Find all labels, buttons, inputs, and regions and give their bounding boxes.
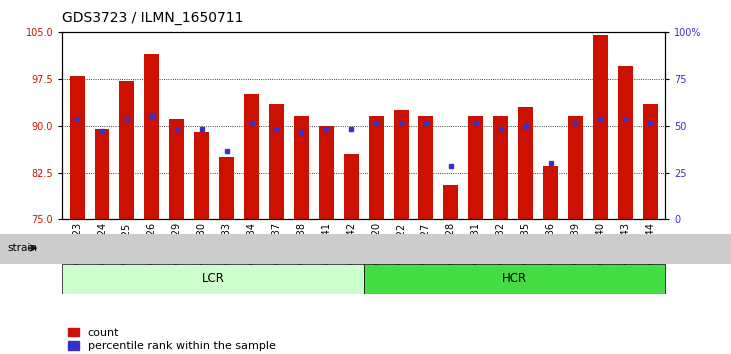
Bar	[493, 116, 508, 219]
Text: GDS3723 / ILMN_1650711: GDS3723 / ILMN_1650711	[62, 11, 243, 25]
Bar	[119, 81, 135, 219]
Text: HCR: HCR	[502, 272, 527, 285]
Bar	[244, 95, 259, 219]
Bar	[593, 35, 608, 219]
Bar	[368, 116, 384, 219]
Bar	[219, 157, 234, 219]
Bar	[444, 185, 458, 219]
Bar	[194, 132, 209, 219]
Bar	[69, 76, 85, 219]
Bar	[319, 126, 334, 219]
Legend: count, percentile rank within the sample: count, percentile rank within the sample	[68, 328, 276, 351]
Bar	[643, 104, 658, 219]
Bar	[518, 107, 533, 219]
Bar	[469, 116, 483, 219]
Bar	[0, 234, 731, 264]
Bar	[294, 116, 308, 219]
Bar	[393, 110, 409, 219]
Bar	[145, 54, 159, 219]
Bar	[418, 116, 433, 219]
Bar	[364, 264, 665, 294]
Bar	[269, 104, 284, 219]
Bar	[618, 66, 633, 219]
Bar	[62, 264, 364, 294]
Bar	[94, 129, 110, 219]
Bar	[543, 166, 558, 219]
Text: strain: strain	[7, 243, 37, 253]
Bar	[568, 116, 583, 219]
Text: LCR: LCR	[202, 272, 224, 285]
Bar	[344, 154, 359, 219]
Bar	[170, 119, 184, 219]
